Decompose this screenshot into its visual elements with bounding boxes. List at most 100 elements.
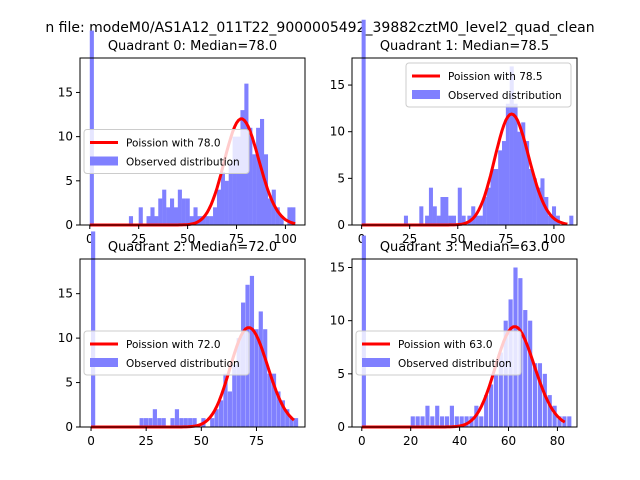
x-tick-label: 25 <box>139 434 154 448</box>
y-tick-label: 0 <box>337 420 345 434</box>
histogram-bar <box>224 180 229 225</box>
histogram-bar <box>552 405 557 427</box>
histogram-bar <box>569 215 574 225</box>
histogram-bar <box>148 418 153 427</box>
histogram-bar <box>150 207 155 225</box>
x-tick-label: 50 <box>180 232 195 246</box>
quadrant-0-panel: Quadrant 0: Median=78.0 0 25 50 75 100 0 5 10 15 P… <box>58 30 306 246</box>
histogram-bar <box>218 400 224 427</box>
histogram-bar <box>209 216 214 225</box>
x-tick-label: 0 <box>86 232 94 246</box>
histogram-bar <box>536 187 541 225</box>
y-tick-label: 0 <box>337 218 345 232</box>
x-tick-label: 100 <box>542 232 565 246</box>
histogram-bar <box>216 189 222 225</box>
histogram-bar <box>201 216 206 225</box>
histogram-bar <box>161 418 166 427</box>
histogram-bar <box>493 373 499 427</box>
legend-bar-swatch <box>412 90 440 99</box>
histogram-bar <box>475 215 480 225</box>
histogram-bar <box>139 418 144 427</box>
legend-box <box>83 330 250 376</box>
histogram-bar <box>263 154 269 225</box>
y-tick-label: 5 <box>65 376 73 390</box>
histogram-bar <box>498 150 503 225</box>
histogram-bar <box>449 405 454 427</box>
histogram-bar <box>248 127 253 225</box>
histogram-bar <box>459 416 464 427</box>
histogram-bar <box>440 416 445 427</box>
histogram-bar <box>256 127 261 225</box>
histogram-bar <box>432 206 437 225</box>
histogram-bar <box>454 416 459 427</box>
histogram-bar <box>128 216 134 225</box>
histogram-bar <box>91 231 96 427</box>
histogram-bar <box>479 416 484 427</box>
quadrant-2-panel: Quadrant 2: Median=72.0 0 25 50 75 0 5 10 15 Pois… <box>58 231 306 448</box>
histogram-bar <box>252 154 257 225</box>
histogram-bar <box>557 416 562 427</box>
histogram-bar <box>410 416 415 427</box>
x-tick-label: 0 <box>87 434 95 448</box>
histogram-bar <box>528 320 533 427</box>
histogram-bar <box>152 409 157 427</box>
histogram-bar <box>170 418 175 427</box>
y-tick-label: 15 <box>58 287 73 301</box>
histogram-bar <box>517 131 522 225</box>
x-tick-label: 40 <box>452 434 467 448</box>
histogram-bar <box>276 391 281 427</box>
histogram-bar <box>444 197 449 225</box>
quadrant-1-legend: Poission with 78.5 Observed distribution <box>405 62 572 108</box>
quadrant-1-title: Quadrant 1: Median=78.5 <box>380 39 549 54</box>
quadrant-0-legend: Poission with 78.0 Observed distribution <box>83 129 250 174</box>
histogram-bar <box>293 418 299 427</box>
histogram-bar <box>430 416 435 427</box>
histogram-bar <box>419 206 424 225</box>
y-tick-label: 5 <box>65 174 73 188</box>
x-tick-label: 75 <box>229 232 244 246</box>
histogram-bar <box>271 373 277 427</box>
histogram-bar <box>461 215 466 225</box>
y-tick-label: 15 <box>58 85 73 99</box>
legend-box <box>83 129 250 174</box>
histogram-bar <box>547 395 552 427</box>
x-tick-label: 0 <box>358 434 366 448</box>
histogram-bar <box>236 136 241 225</box>
histogram-bar <box>425 405 430 427</box>
legend-bar-swatch <box>90 358 118 367</box>
x-tick-label: 60 <box>501 434 516 448</box>
histogram-bar <box>521 122 526 225</box>
histogram-bar <box>166 207 171 225</box>
legend-poisson-label: Poission with 78.5 <box>448 71 543 83</box>
histogram-bar <box>452 215 457 225</box>
quadrant-3-title: Quadrant 3: Median=63.0 <box>380 240 549 255</box>
histogram-bar <box>567 416 572 427</box>
legend-observed-label: Observed distribution <box>398 358 512 370</box>
histogram-bar <box>289 418 294 427</box>
histogram-bar <box>513 103 518 225</box>
quadrant-2-legend: Poission with 72.0 Observed distribution <box>83 330 250 376</box>
quadrant-2-axes-frame <box>79 258 306 428</box>
histogram-bar <box>280 400 285 427</box>
histogram-bar <box>488 384 494 427</box>
legend-observed-label: Observed distribution <box>126 358 240 370</box>
x-tick-label: 0 <box>358 232 366 246</box>
histogram-bar <box>263 329 268 427</box>
histogram-bar <box>464 416 469 427</box>
legend-observed-label: Observed distribution <box>448 90 562 102</box>
histogram-bar <box>444 416 450 427</box>
histogram-bar <box>267 198 272 225</box>
histogram-bar <box>552 206 557 225</box>
legend-bar-swatch <box>362 358 390 367</box>
histogram-bar <box>537 363 543 427</box>
y-tick-label: 10 <box>58 130 73 144</box>
histogram-bar <box>179 418 184 427</box>
histogram-bar <box>158 198 163 225</box>
histogram-bar <box>192 418 197 427</box>
histogram-bar <box>220 171 225 225</box>
histogram-bar <box>415 416 420 427</box>
histogram-bar <box>143 418 149 427</box>
histogram-bar <box>490 169 495 225</box>
quadrant-3-legend: Poission with 63.0 Observed distribution <box>355 330 522 376</box>
